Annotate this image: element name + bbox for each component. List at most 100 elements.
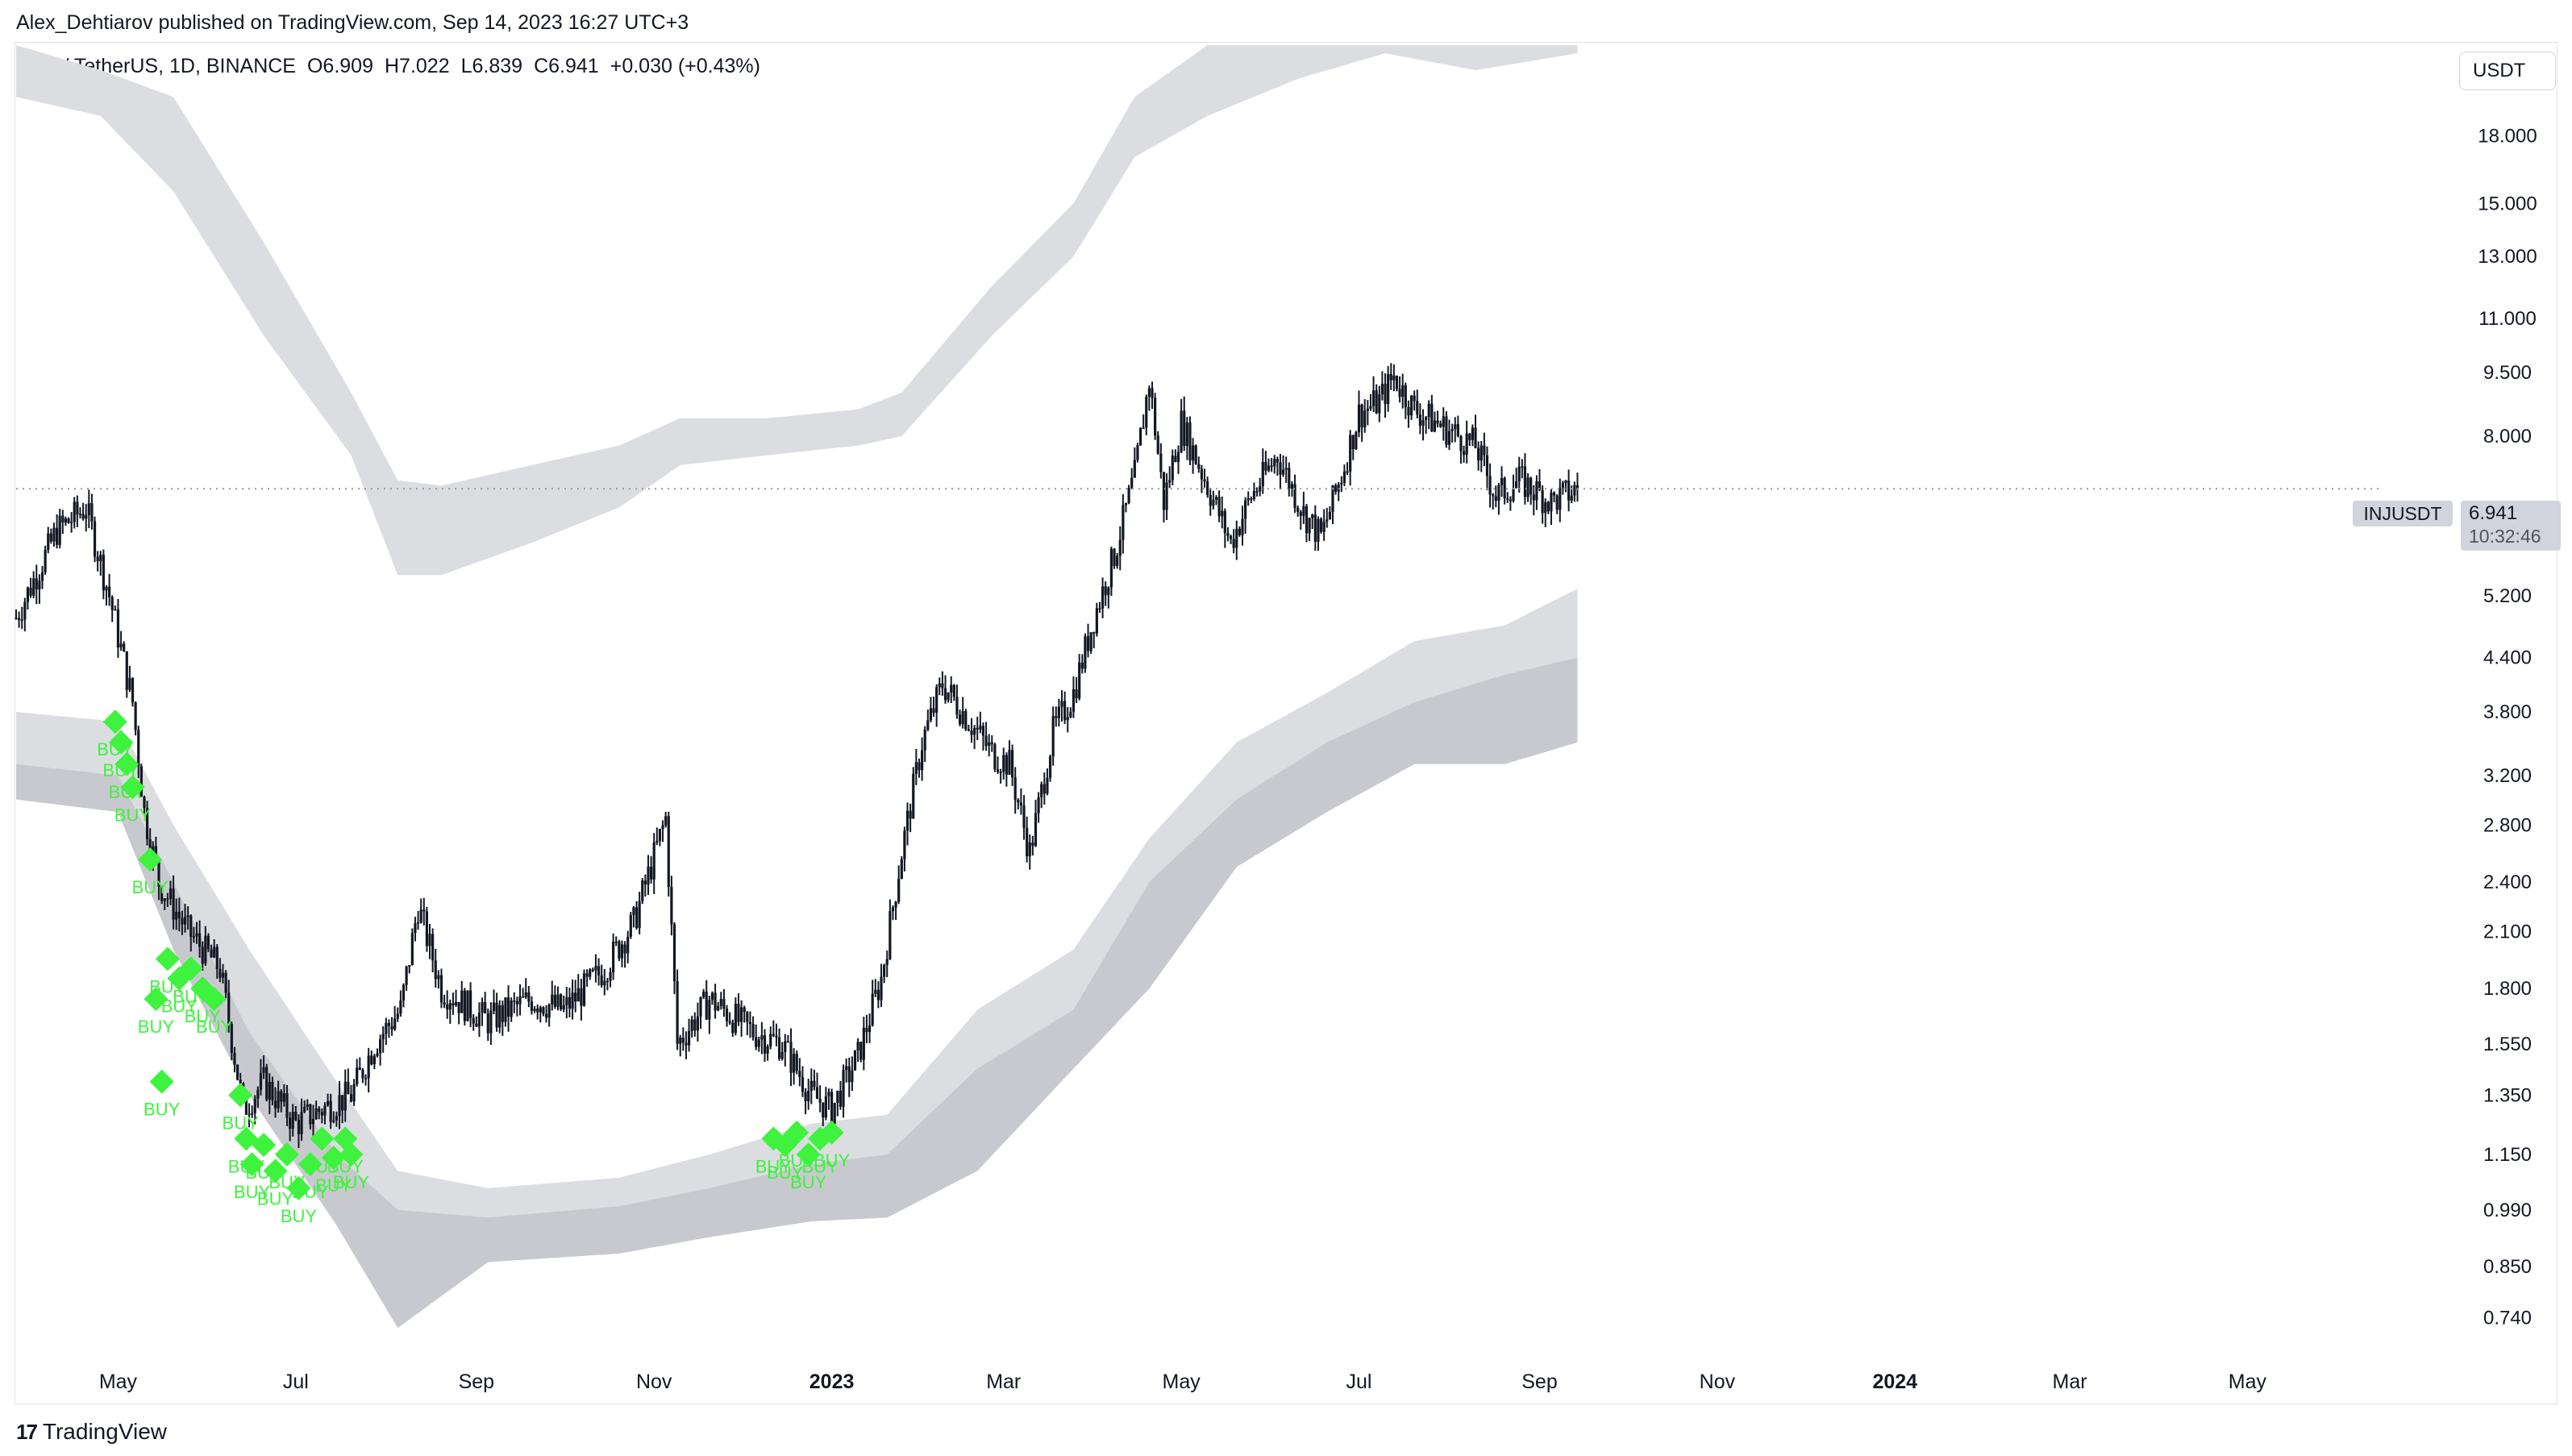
candle-body	[1503, 477, 1506, 499]
candle-body	[1259, 486, 1262, 492]
buy-signal-marker	[310, 1126, 335, 1151]
candle-body	[47, 533, 50, 550]
buy-signal-marker	[149, 1069, 174, 1094]
candle-body	[851, 1070, 854, 1083]
candle-body	[131, 678, 135, 703]
candle-body	[737, 1004, 740, 1022]
candle-body	[67, 518, 70, 523]
candle-body	[439, 975, 443, 1003]
candle-body	[320, 1112, 323, 1116]
candle-body	[119, 643, 123, 647]
candle-body	[1066, 717, 1069, 721]
candle-body	[123, 643, 126, 652]
candle-body	[920, 750, 924, 771]
candle-body	[285, 1093, 289, 1118]
candle-body	[364, 1078, 368, 1080]
candle-body	[273, 1100, 277, 1109]
candle-body	[1031, 842, 1034, 847]
candle-body	[967, 729, 970, 731]
candle-body	[376, 1053, 379, 1056]
candle-body	[751, 1024, 755, 1038]
candle-body	[527, 992, 531, 1002]
candle-body	[1357, 404, 1361, 433]
buy-signal-marker	[228, 1083, 253, 1108]
candle-body	[425, 911, 429, 946]
candle-body	[311, 1119, 315, 1125]
tradingview-brand[interactable]: 17 TradingView	[16, 1419, 167, 1445]
candle-body	[1095, 608, 1098, 634]
candle-body	[950, 684, 953, 693]
candle-body	[1200, 468, 1204, 480]
candle-body	[402, 984, 406, 1001]
last-price-tag: 6.941 10:32:46	[2461, 501, 2561, 551]
candle-body	[670, 887, 673, 925]
candle-body	[589, 969, 592, 977]
x-tick-label: 2024	[1872, 1371, 1917, 1393]
candle-body	[1454, 424, 1457, 430]
candle-body	[1138, 428, 1142, 446]
currency-selector[interactable]: USDT	[2459, 52, 2556, 90]
candle-body	[705, 992, 708, 1020]
candle-body	[1273, 459, 1276, 467]
candle-body	[44, 549, 47, 572]
candle-body	[506, 997, 510, 1017]
candle-body	[722, 999, 726, 1009]
candle-body	[221, 972, 225, 978]
candle-body	[1267, 465, 1271, 471]
candle-body	[303, 1106, 306, 1113]
candle-body	[1529, 477, 1533, 495]
candle-body	[504, 997, 507, 1022]
candle-body	[1028, 842, 1031, 857]
candle-body	[475, 1023, 478, 1027]
candle-body	[1043, 784, 1046, 794]
candle-body	[544, 1013, 548, 1018]
candle-body	[717, 1005, 720, 1011]
candle-body	[1564, 480, 1567, 483]
candle-body	[955, 697, 959, 715]
y-tick-label: 15.000	[2478, 193, 2537, 214]
buy-signal-marker	[263, 1159, 288, 1184]
candle-body	[280, 1091, 283, 1102]
candle-body	[518, 996, 522, 1005]
candle-body	[943, 688, 947, 701]
candle-body	[1197, 464, 1201, 469]
candle-body	[827, 1092, 830, 1096]
candle-body	[775, 1035, 778, 1038]
y-tick-label: 11.000	[2478, 308, 2537, 330]
candle-body	[1340, 482, 1343, 485]
candle-body	[1337, 484, 1340, 492]
candle-body	[1349, 435, 1352, 472]
candle-body	[466, 990, 469, 1021]
candle-body	[1477, 447, 1480, 461]
candle-body	[1322, 521, 1326, 532]
candle-body	[1250, 498, 1253, 500]
x-tick-label: Jul	[283, 1371, 309, 1393]
ohlc-open: O6.909	[306, 55, 373, 77]
candle-body	[649, 866, 653, 880]
candle-body	[1048, 756, 1052, 778]
candle-body	[1060, 701, 1063, 707]
buy-signal-label: BUY	[223, 1113, 260, 1133]
buy-signal-label: BUY	[257, 1188, 294, 1208]
ohlc-change: +0.030 (+0.43%)	[610, 55, 760, 77]
candle-body	[1521, 466, 1524, 468]
candle-body	[233, 1052, 236, 1065]
y-tick-label: 13.000	[2478, 246, 2537, 268]
candle-body	[1191, 445, 1195, 461]
candle-body	[416, 922, 420, 924]
candle-body	[230, 1024, 233, 1053]
candle-body	[105, 586, 108, 591]
candle-body	[489, 1010, 493, 1034]
candle-body	[1154, 397, 1157, 436]
candle-body	[647, 866, 650, 885]
candle-body	[813, 1080, 816, 1088]
candle-body	[1075, 688, 1078, 699]
candle-body	[446, 1004, 449, 1010]
candle-body	[876, 989, 880, 1000]
candle-body	[565, 997, 568, 1005]
candle-body	[1165, 482, 1168, 510]
candle-body	[49, 533, 52, 542]
candle-body	[358, 1067, 361, 1071]
candle-body	[1497, 485, 1500, 501]
